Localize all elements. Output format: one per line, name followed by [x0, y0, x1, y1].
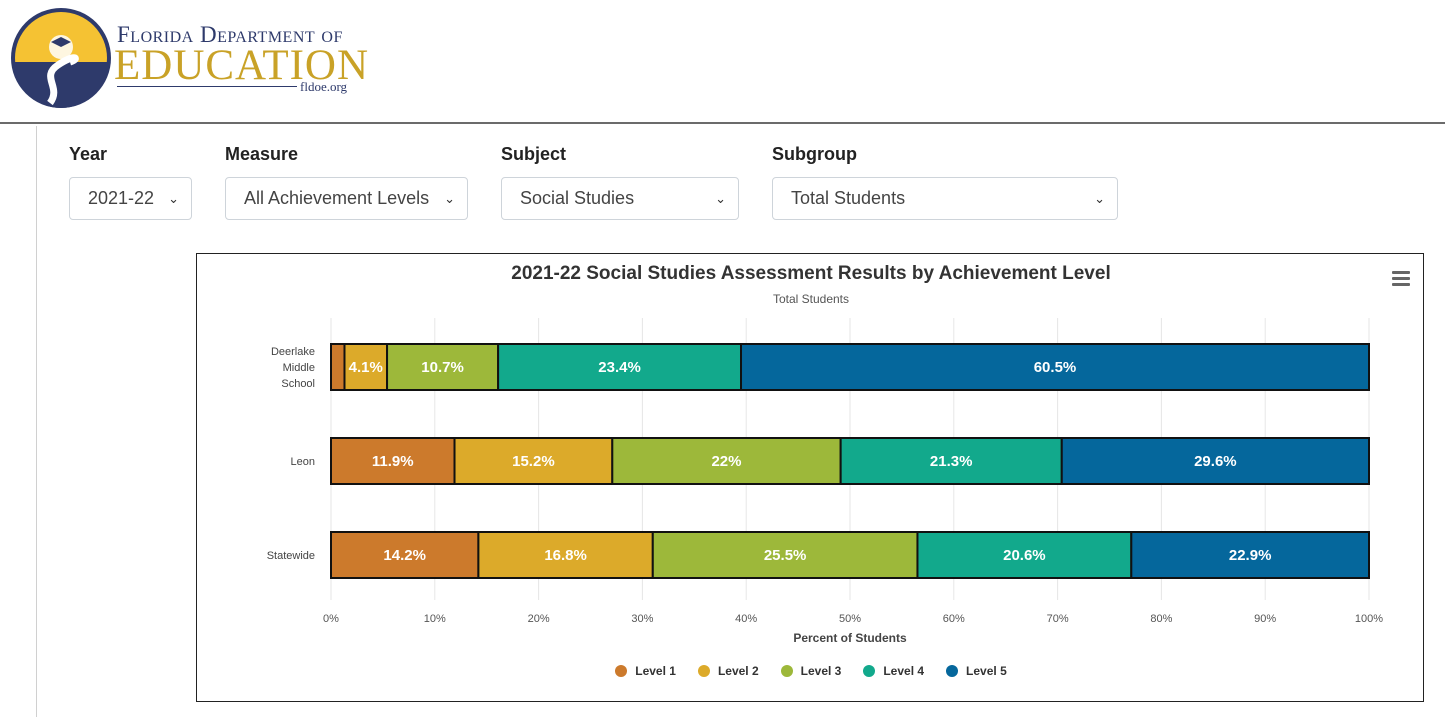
chart-subtitle: Total Students	[772, 292, 850, 306]
bar-segment	[740, 343, 1370, 391]
category-label: School	[281, 378, 315, 390]
x-tick-label: 20%	[528, 613, 550, 625]
x-tick-label: 80%	[1150, 613, 1172, 625]
data-label: 21.3%	[930, 453, 973, 470]
category-label: Leon	[291, 456, 315, 468]
x-tick-label: 100%	[1355, 613, 1383, 625]
measure-select[interactable]: All Achievement Levels ⌄	[225, 177, 468, 220]
year-label: Year	[69, 144, 108, 164]
data-label: 16.8%	[544, 547, 587, 564]
bar-segment	[343, 343, 389, 391]
hamburger-menu-icon[interactable]	[1392, 271, 1410, 286]
year-select-value: 2021-22	[88, 188, 155, 208]
subject-select-value: Social Studies	[520, 188, 635, 208]
chart-legend: Level 1 Level 2 Level 3 Level 4 Level 5	[197, 664, 1425, 678]
x-tick-label: 60%	[943, 613, 965, 625]
legend-label: Level 4	[883, 664, 925, 678]
category-label: Statewide	[267, 550, 315, 562]
bar-segment	[386, 343, 500, 391]
x-tick-label: 50%	[839, 613, 861, 625]
bar-segment	[497, 343, 743, 391]
chart-title: 2021-22 Social Studies Assessment Result…	[511, 263, 1111, 284]
chart-plot: 0% 10% 20% 30% 40% 50% 60% 70% 80% 90% 100% Percent…	[267, 318, 1383, 645]
chevron-down-icon: ⌄	[715, 191, 726, 206]
x-tick-label: 10%	[424, 613, 446, 625]
logo-url-text: fldoe.org	[300, 79, 348, 94]
fldoe-seal-logo[interactable]	[10, 7, 112, 109]
data-label: 14.2%	[383, 547, 426, 564]
legend-label: Level 2	[717, 664, 759, 678]
legend-marker	[697, 665, 710, 677]
legend-marker	[863, 665, 876, 677]
data-label: 10.7%	[421, 359, 464, 376]
chevron-down-icon: ⌄	[444, 191, 455, 206]
legend-item[interactable]: Level 3	[780, 664, 842, 678]
year-select[interactable]: 2021-22 ⌄	[69, 177, 192, 220]
x-axis-label: Percent of Students	[793, 631, 907, 645]
data-label: 4.1%	[349, 359, 383, 376]
measure-label: Measure	[225, 144, 299, 164]
bar-segment	[477, 531, 654, 579]
x-tick-label: 70%	[1047, 613, 1069, 625]
category-label: Middle	[283, 362, 315, 374]
site-header: Florida Department of EDUCATION fldoe.or…	[0, 0, 1445, 124]
legend-item[interactable]: Level 2	[697, 664, 759, 678]
data-label: 20.6%	[1003, 547, 1046, 564]
bar-segment	[453, 437, 614, 485]
chevron-down-icon: ⌄	[168, 191, 179, 206]
data-label: 22.9%	[1229, 547, 1272, 564]
legend-label: Level 1	[635, 664, 676, 678]
legend-label: Level 3	[800, 664, 842, 678]
legend-item[interactable]: Level 1	[615, 664, 676, 678]
chart-container: 2021-22 Social Studies Assessment Result…	[196, 253, 1424, 702]
data-label: 25.5%	[764, 547, 807, 564]
data-label: 60.5%	[1034, 359, 1077, 376]
legend-label: Level 5	[966, 664, 1007, 678]
x-tick-label: 0%	[323, 613, 339, 625]
subgroup-select[interactable]: Total Students ⌄	[772, 177, 1118, 220]
subgroup-select-value: Total Students	[791, 188, 906, 208]
data-label: 23.4%	[598, 359, 641, 376]
legend-item[interactable]: Level 4	[863, 664, 924, 678]
logo-department-text: Florida Department of	[117, 22, 343, 47]
legend-item[interactable]: Level 5	[946, 664, 1007, 678]
legend-marker	[946, 665, 959, 677]
measure-select-value: All Achievement Levels	[244, 188, 430, 208]
bar-segment	[330, 343, 346, 391]
x-tick-label: 40%	[735, 613, 757, 625]
bar-segment	[1060, 437, 1370, 485]
data-label: 22%	[711, 453, 741, 470]
logo-divider	[117, 86, 297, 87]
data-label: 15.2%	[512, 453, 555, 470]
bar-segment	[839, 437, 1063, 485]
logo-education-text: EDUCATION	[114, 42, 370, 89]
x-tick-label: 90%	[1254, 613, 1276, 625]
data-label: 29.6%	[1194, 453, 1237, 470]
legend-marker	[615, 665, 628, 677]
bar-segment	[330, 531, 480, 579]
chevron-down-icon: ⌄	[1094, 191, 1105, 206]
subgroup-label: Subgroup	[772, 144, 857, 164]
legend-marker	[780, 665, 793, 677]
subject-label: Subject	[501, 144, 567, 164]
subject-select[interactable]: Social Studies ⌄	[501, 177, 739, 220]
left-divider	[36, 126, 37, 717]
category-label: Deerlake	[271, 346, 315, 358]
bar-segment	[1130, 531, 1370, 579]
data-label: 11.9%	[372, 453, 414, 470]
x-tick-label: 30%	[631, 613, 653, 625]
bar-segment	[330, 437, 456, 485]
